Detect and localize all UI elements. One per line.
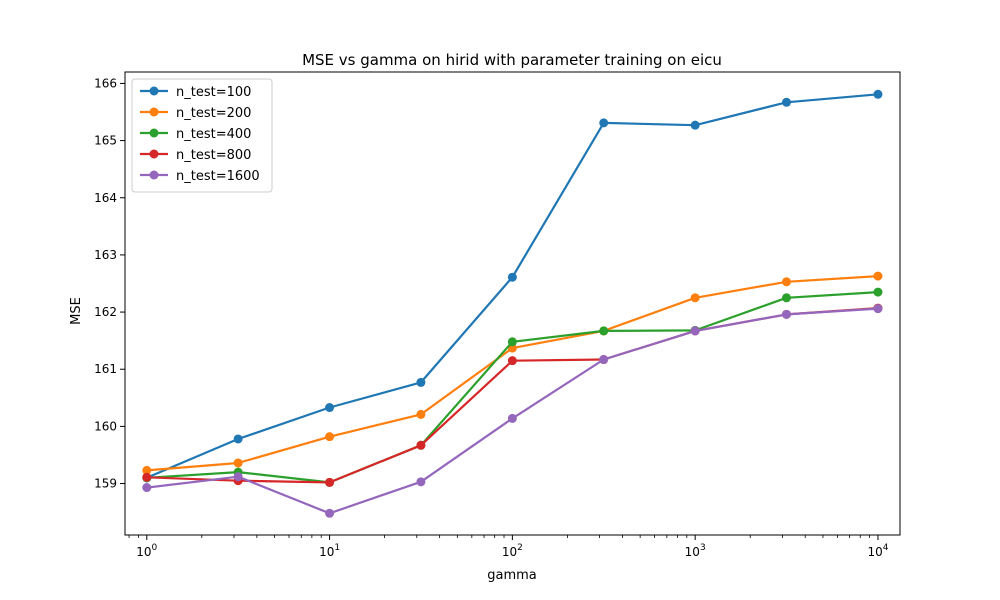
data-point bbox=[142, 465, 152, 475]
x-tick-label: 104 bbox=[867, 543, 888, 559]
data-point bbox=[690, 293, 700, 303]
y-tick-label: 161 bbox=[94, 362, 117, 376]
data-point bbox=[325, 432, 335, 442]
data-point bbox=[782, 293, 792, 303]
series-layer bbox=[142, 89, 883, 518]
legend-item: n_test=200 bbox=[140, 106, 251, 121]
data-point bbox=[873, 89, 883, 99]
x-tick-label: 103 bbox=[685, 543, 706, 559]
data-point bbox=[142, 483, 152, 493]
data-point bbox=[233, 472, 243, 482]
legend-frame bbox=[131, 78, 273, 193]
legend-label: n_test=100 bbox=[176, 85, 251, 100]
data-point bbox=[142, 472, 152, 482]
data-point bbox=[873, 304, 883, 314]
y-tick-label: 166 bbox=[94, 76, 117, 90]
legend-marker bbox=[149, 107, 159, 117]
legend-marker bbox=[149, 86, 159, 96]
chart-title: MSE vs gamma on hirid with parameter tra… bbox=[302, 51, 722, 69]
data-point bbox=[507, 356, 517, 366]
y-axis: 159 160 161 162 163 164 165 166 bbox=[94, 76, 125, 491]
legend-item: n_test=100 bbox=[140, 85, 251, 100]
series-line bbox=[146, 307, 879, 484]
x-tick-label: 102 bbox=[502, 543, 523, 559]
data-point bbox=[873, 287, 883, 297]
data-point bbox=[782, 97, 792, 107]
data-point bbox=[599, 118, 609, 128]
series-n-test-1600 bbox=[142, 304, 883, 518]
data-point bbox=[873, 271, 883, 281]
data-point bbox=[507, 337, 517, 347]
data-point bbox=[690, 326, 700, 336]
data-point bbox=[599, 355, 609, 365]
legend-item: n_test=1600 bbox=[140, 169, 260, 184]
data-point bbox=[416, 477, 426, 487]
y-tick-label: 162 bbox=[94, 305, 117, 319]
y-tick-label: 163 bbox=[94, 248, 117, 262]
legend-item: n_test=400 bbox=[140, 127, 251, 142]
series-line bbox=[146, 291, 879, 484]
data-point bbox=[325, 508, 335, 518]
legend: n_test=100 n_test=200 n_test=400 n_test=800… bbox=[131, 78, 273, 193]
data-point bbox=[782, 309, 792, 319]
data-point bbox=[599, 326, 609, 336]
y-tick-label: 164 bbox=[94, 191, 117, 205]
data-point bbox=[233, 434, 243, 444]
legend-label: n_test=200 bbox=[176, 106, 251, 121]
x-axis: 100 101 102 103 104 bbox=[128, 535, 889, 559]
data-point bbox=[416, 409, 426, 419]
data-point bbox=[507, 413, 517, 423]
x-tick-label: 101 bbox=[319, 543, 340, 559]
data-point bbox=[690, 120, 700, 130]
x-tick-label: 100 bbox=[136, 543, 157, 559]
x-axis-label: gamma bbox=[487, 568, 537, 583]
legend-label: n_test=1600 bbox=[176, 169, 260, 184]
data-point bbox=[325, 477, 335, 487]
y-tick-label: 159 bbox=[94, 477, 117, 491]
y-tick-label: 165 bbox=[94, 134, 117, 148]
y-tick-label: 160 bbox=[94, 419, 117, 433]
legend-label: n_test=400 bbox=[176, 127, 251, 142]
y-axis-label: MSE bbox=[69, 297, 84, 325]
data-point bbox=[325, 403, 335, 413]
data-point bbox=[782, 277, 792, 287]
legend-marker bbox=[149, 170, 159, 180]
legend-label: n_test=800 bbox=[176, 148, 251, 163]
data-point bbox=[507, 272, 517, 282]
legend-item: n_test=800 bbox=[140, 148, 251, 163]
data-point bbox=[233, 458, 243, 468]
data-point bbox=[416, 440, 426, 450]
legend-marker bbox=[149, 128, 159, 138]
data-point bbox=[416, 377, 426, 387]
legend-marker bbox=[149, 149, 159, 159]
